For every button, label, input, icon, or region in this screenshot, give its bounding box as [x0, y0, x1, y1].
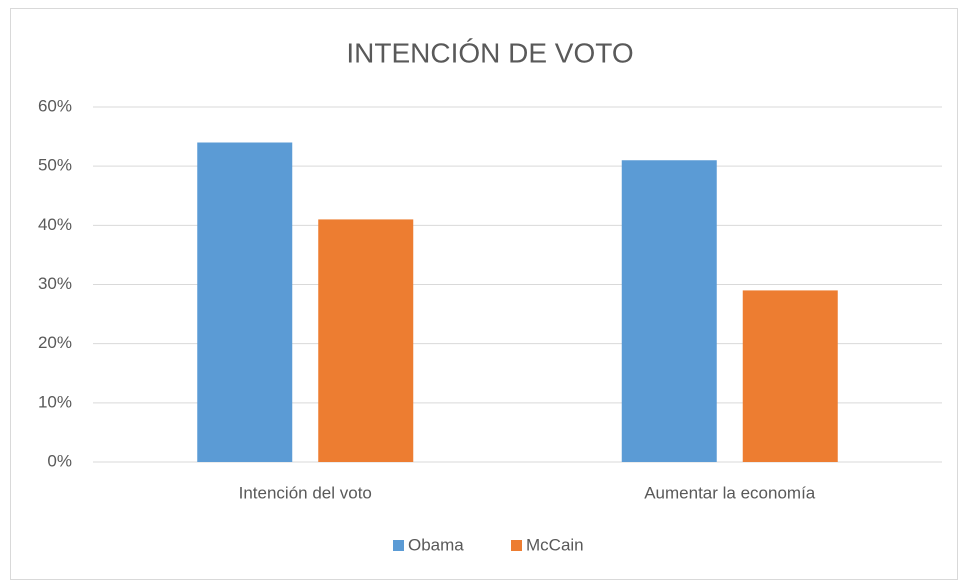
x-tick-label: Intención del voto: [239, 483, 372, 502]
y-tick-label: 60%: [38, 96, 72, 115]
y-tick-label: 0%: [47, 451, 72, 470]
legend-label: McCain: [526, 535, 584, 554]
x-tick-label: Aumentar la economía: [644, 483, 816, 502]
legend-label: Obama: [408, 535, 464, 554]
bar: [621, 160, 717, 462]
legend-swatch: [393, 540, 404, 551]
y-tick-label: 40%: [38, 215, 72, 234]
bar: [742, 290, 838, 462]
bar: [197, 142, 293, 462]
y-tick-label: 10%: [38, 392, 72, 411]
y-tick-label: 50%: [38, 156, 72, 175]
y-tick-label: 30%: [38, 274, 72, 293]
y-tick-label: 20%: [38, 333, 72, 352]
bar: [318, 219, 414, 462]
legend-swatch: [511, 540, 522, 551]
chart-title: INTENCIÓN DE VOTO: [346, 37, 633, 68]
